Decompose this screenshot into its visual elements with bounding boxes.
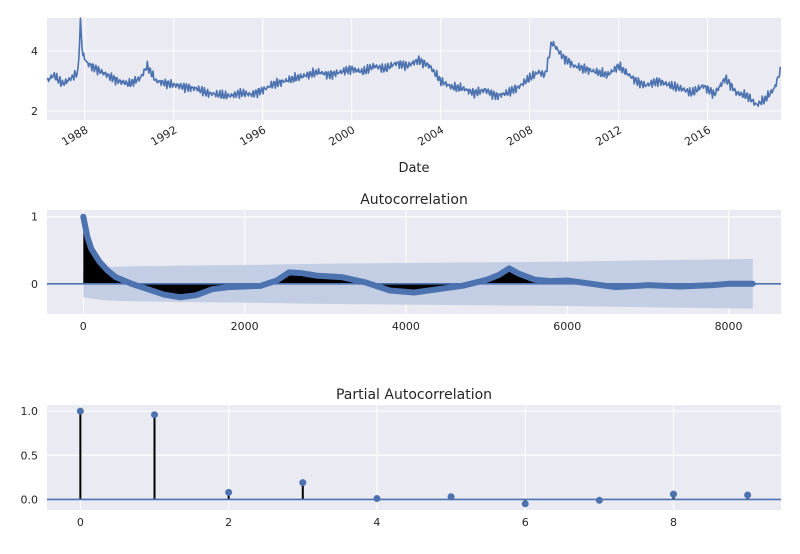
x-tick-label: 1992 (149, 123, 180, 148)
x-tick-label: 8 (670, 516, 677, 529)
x-tick-label: 2000 (326, 123, 357, 148)
x-tick-label: 1988 (60, 123, 91, 148)
pacf-marks (47, 407, 781, 508)
x-tick-label: 2008 (504, 123, 535, 148)
pacf-point (225, 488, 233, 496)
pacf-point (299, 479, 307, 487)
x-tick-label: 6000 (553, 320, 581, 333)
x-tick-label: 0 (80, 320, 87, 333)
x-tick-label: 4000 (392, 320, 420, 333)
pacf-point (744, 491, 752, 499)
pacf-point (595, 496, 603, 504)
pacf-title: Partial Autocorrelation (336, 387, 492, 403)
pacf-panel: Partial Autocorrelation 0 2 4 6 8 0.0 0.5 1.0 (21, 387, 781, 529)
timeseries-panel: 1988 1992 1996 2000 2004 2008 2012 2016 2 4 Date (31, 17, 782, 176)
timeseries-marks (46, 17, 782, 107)
pacf-point (76, 407, 84, 415)
pacf-point (151, 411, 159, 419)
timeseries-plot-area (47, 18, 781, 120)
y-tick-label: 0.5 (21, 449, 39, 462)
y-tick-label: 1 (31, 211, 38, 224)
x-tick-label: 4 (373, 516, 380, 529)
y-tick-label: 4 (31, 45, 38, 58)
y-tick-label: 1.0 (21, 405, 39, 418)
x-tick-label: 0 (77, 516, 84, 529)
y-tick-label: 0 (31, 278, 38, 291)
series-line (46, 17, 782, 107)
x-tick-label: 2 (225, 516, 232, 529)
y-tick-label: 0.0 (21, 493, 39, 506)
acf-title: Autocorrelation (360, 192, 468, 208)
timeseries-x-axis-label: Date (398, 161, 429, 176)
pacf-plot-area (47, 405, 781, 510)
pacf-point (521, 500, 529, 508)
x-tick-label: 8000 (715, 320, 743, 333)
acf-panel: Autocorrelation 0 2000 4000 6000 8000 0 1 (31, 192, 781, 333)
acf-markers (80, 213, 756, 301)
x-tick-label: 6 (522, 516, 529, 529)
pacf-point (669, 490, 677, 498)
y-tick-label: 2 (31, 105, 38, 118)
x-tick-label: 2016 (682, 123, 713, 148)
timeseries-ticks: 1988 1992 1996 2000 2004 2008 2012 2016 2 4 (31, 45, 713, 149)
x-tick-label: 2012 (593, 123, 624, 148)
pacf-point (447, 493, 455, 501)
x-tick-label: 2000 (231, 320, 259, 333)
timeseries-grid (47, 18, 781, 120)
pacf-point (373, 495, 381, 503)
acf-marks (47, 213, 781, 309)
x-tick-label: 1996 (238, 123, 269, 148)
pacf-ticks: 0 2 4 6 8 0.0 0.5 1.0 (21, 405, 677, 529)
acf-ticks: 0 2000 4000 6000 8000 0 1 (31, 211, 743, 333)
x-tick-label: 2004 (415, 123, 446, 148)
